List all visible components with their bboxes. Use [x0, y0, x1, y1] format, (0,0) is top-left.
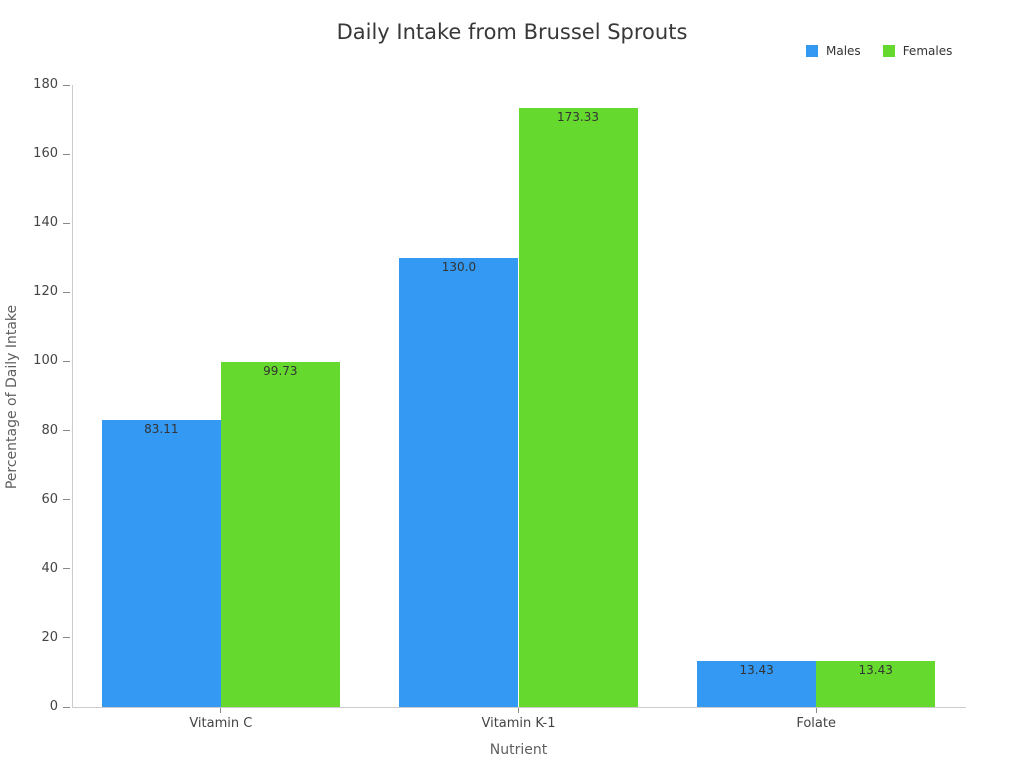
y-tick-label: 100: [33, 353, 58, 369]
bar-males-folate[interactable]: 13.43: [697, 660, 817, 707]
legend-item-males[interactable]: Males: [806, 44, 861, 58]
x-tick-label: Vitamin C: [189, 716, 253, 731]
females-legend-swatch-icon: [882, 45, 895, 57]
y-tick-mark: [63, 637, 70, 639]
bar-females-folate[interactable]: 13.43: [816, 660, 936, 707]
legend-label-females: Females: [902, 44, 953, 58]
y-tick-mark: [63, 291, 70, 293]
y-tick-label: 20: [41, 629, 58, 645]
bar-value-label: 83.11: [144, 421, 179, 436]
x-axis-title: Nutrient: [489, 742, 548, 758]
y-tick-mark: [63, 360, 70, 362]
y-axis-title: Percentage of Daily Intake: [4, 304, 20, 490]
y-tick-mark: [63, 153, 70, 155]
bar-males-vitamin-c[interactable]: 83.11: [101, 419, 221, 707]
y-tick-mark: [63, 568, 70, 570]
y-tick-label: 180: [33, 77, 58, 92]
y-tick-label: 140: [33, 215, 58, 231]
y-tick-label: 0: [49, 699, 58, 714]
bar-value-label: 173.33: [557, 110, 600, 125]
y-tick-mark: [63, 222, 70, 224]
bar-females-vitamin-c[interactable]: 99.73: [220, 362, 340, 707]
x-tick-mark: [220, 708, 222, 713]
y-tick-mark: [63, 706, 70, 708]
males-legend-swatch-icon: [806, 45, 818, 57]
plot-area: [72, 85, 966, 708]
y-tick-mark: [63, 499, 70, 501]
y-tick-label: 60: [41, 491, 58, 507]
x-tick-mark: [815, 708, 817, 713]
bar-males-vitamin-k-1[interactable]: 130.0: [399, 257, 519, 707]
y-tick-label: 40: [41, 560, 58, 576]
bar-value-label: 99.73: [263, 364, 298, 379]
y-tick-label: 160: [33, 146, 58, 162]
x-tick-label: Folate: [796, 716, 836, 731]
y-tick-mark: [63, 430, 70, 432]
bar-females-vitamin-k-1[interactable]: 173.33: [518, 108, 638, 707]
y-tick-label: 120: [33, 284, 58, 300]
x-tick-mark: [518, 708, 519, 713]
legend-label-males: Males: [826, 44, 861, 58]
bar-value-label: 130.0: [441, 259, 477, 274]
x-tick-label: Vitamin K-1: [481, 716, 556, 731]
y-tick-label: 80: [41, 422, 58, 438]
chart-title: Daily Intake from Brussel Sprouts: [336, 20, 688, 44]
legend-item-females[interactable]: Females: [882, 44, 953, 58]
legend: Males Females: [806, 44, 952, 58]
y-tick-mark: [63, 84, 70, 86]
bar-value-label: 13.43: [739, 662, 774, 677]
bar-value-label: 13.43: [858, 662, 893, 677]
